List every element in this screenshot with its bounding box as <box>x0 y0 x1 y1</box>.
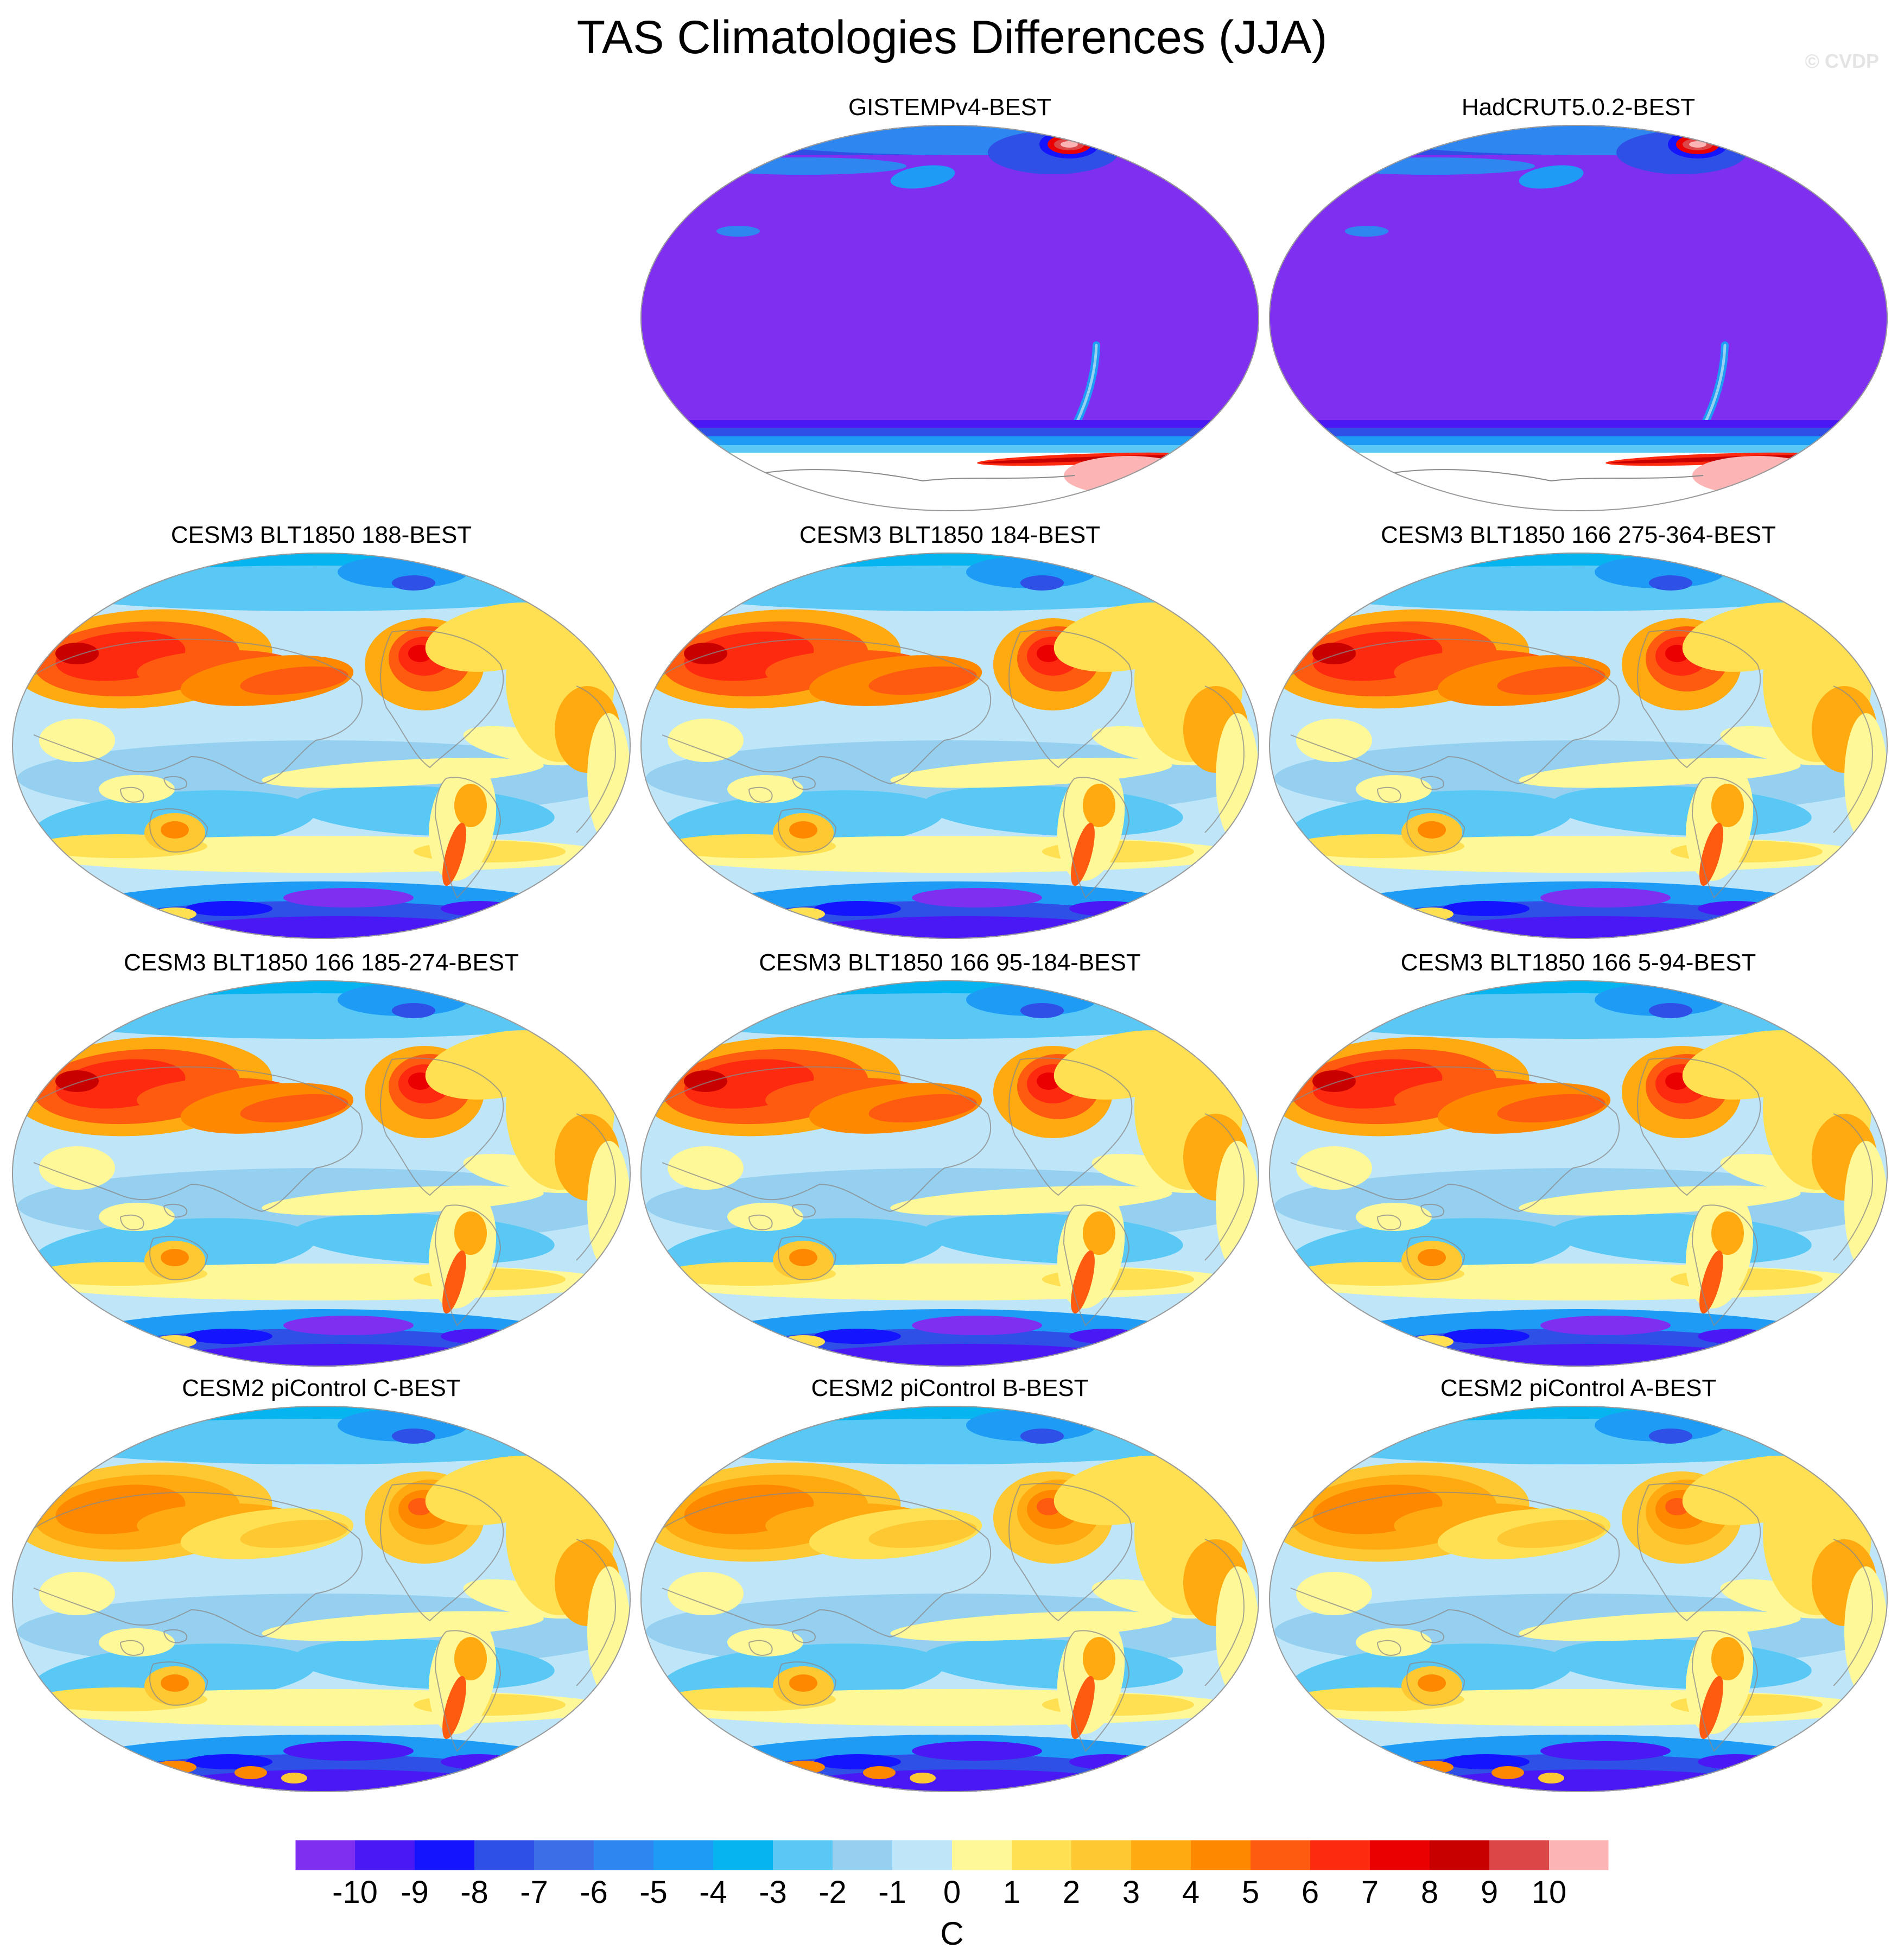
colorbar-tick-label: -1 <box>878 1875 906 1910</box>
map-panel-blt166-185-274: CESM3 BLT1850 166 185-274-BEST <box>12 949 631 1367</box>
colorbar-tick-label: -8 <box>460 1875 488 1910</box>
colorbar-swatch <box>474 1840 534 1870</box>
colorbar-swatch <box>594 1840 653 1870</box>
map <box>12 1406 631 1792</box>
colorbar-tick-label: 1 <box>1003 1875 1020 1910</box>
colorbar-swatch <box>713 1840 773 1870</box>
map <box>1269 1406 1888 1792</box>
colorbar-tick-label: 6 <box>1302 1875 1319 1910</box>
map <box>640 553 1259 939</box>
colorbar-swatch <box>415 1840 474 1870</box>
panel-title: CESM2 piControl B-BEST <box>811 1375 1089 1401</box>
colorbar-tick-label: -7 <box>520 1875 548 1910</box>
panel-title: CESM3 BLT1850 184-BEST <box>799 522 1101 548</box>
colorbar-swatch <box>952 1840 1012 1870</box>
panel-title: CESM2 piControl A-BEST <box>1440 1375 1717 1401</box>
colorbar-units: C <box>940 1915 964 1952</box>
map-panel-picontrol-c: CESM2 piControl C-BEST <box>12 1374 631 1792</box>
panel-title: HadCRUT5.0.2-BEST <box>1461 94 1696 120</box>
panel-title: CESM3 BLT1850 166 5-94-BEST <box>1400 949 1756 976</box>
colorbar-tick-label: 3 <box>1122 1875 1140 1910</box>
map <box>640 1406 1259 1792</box>
map-panel-blt166-5-94: CESM3 BLT1850 166 5-94-BEST <box>1269 949 1888 1367</box>
cvdp-watermark: © CVDP <box>1805 50 1879 72</box>
panel-title: CESM3 BLT1850 166 95-184-BEST <box>759 949 1141 976</box>
map-panel-blt166-95-184: CESM3 BLT1850 166 95-184-BEST <box>640 949 1259 1367</box>
colorbar: -10 -9 -8 -7 -6 -5 -4 -3 -2 -1 0 1 2 3 4 5 6 7 8 9 10 C <box>0 1829 1904 1954</box>
map-panel-hadcrut: HadCRUT5.0.2-BEST <box>1269 93 1888 511</box>
panel-title: CESM3 BLT1850 166 185-274-BEST <box>123 949 519 976</box>
colorbar-tick-label: -10 <box>332 1875 378 1910</box>
map-panel-gistemp: GISTEMPv4-BEST <box>640 93 1259 511</box>
map <box>640 980 1259 1367</box>
map <box>1269 125 1888 511</box>
colorbar-tick-label: -4 <box>699 1875 727 1910</box>
map <box>640 125 1259 511</box>
map-panel-blt166-275-364: CESM3 BLT1850 166 275-364-BEST <box>1269 521 1888 939</box>
map <box>1269 980 1888 1367</box>
colorbar-graphic: -10 -9 -8 -7 -6 -5 -4 -3 -2 -1 0 1 2 3 4 5 6 7 8 9 10 <box>295 1839 1609 1910</box>
colorbar-swatch <box>1071 1840 1131 1870</box>
colorbar-swatch <box>1012 1840 1071 1870</box>
colorbar-tick-label: 2 <box>1063 1875 1080 1910</box>
map-panel-picontrol-a: CESM2 piControl A-BEST <box>1269 1374 1888 1792</box>
colorbar-tick-label: 10 <box>1532 1875 1567 1910</box>
map-panel-blt188: CESM3 BLT1850 188-BEST <box>12 521 631 939</box>
colorbar-tick-label: -6 <box>580 1875 608 1910</box>
colorbar-tick-label: 9 <box>1481 1875 1498 1910</box>
colorbar-swatch <box>1370 1840 1430 1870</box>
panel-title: CESM3 BLT1850 166 275-364-BEST <box>1380 522 1776 548</box>
colorbar-tick-label: 0 <box>943 1875 961 1910</box>
colorbar-swatch <box>653 1840 713 1870</box>
colorbar-swatch <box>1310 1840 1370 1870</box>
colorbar-swatch <box>1191 1840 1251 1870</box>
colorbar-swatch <box>295 1840 355 1870</box>
colorbar-tick-label: -2 <box>818 1875 847 1910</box>
map <box>1269 553 1888 939</box>
figure-title: TAS Climatologies Differences (JJA) <box>576 11 1328 64</box>
panel-title: CESM2 piControl C-BEST <box>182 1375 461 1401</box>
colorbar-tick-label: 5 <box>1242 1875 1259 1910</box>
colorbar-tick-label: -3 <box>759 1875 787 1910</box>
panel-title: GISTEMPv4-BEST <box>848 94 1052 120</box>
colorbar-tick-label: 8 <box>1421 1875 1438 1910</box>
colorbar-swatch <box>1131 1840 1191 1870</box>
colorbar-tick-label: -5 <box>639 1875 668 1910</box>
colorbar-swatch <box>1251 1840 1310 1870</box>
colorbar-swatch <box>773 1840 833 1870</box>
map-panel-picontrol-b: CESM2 piControl B-BEST <box>640 1374 1259 1792</box>
colorbar-tick-label: -9 <box>401 1875 429 1910</box>
colorbar-swatch <box>892 1840 952 1870</box>
colorbar-swatch <box>1549 1840 1609 1870</box>
colorbar-swatch <box>534 1840 594 1870</box>
map <box>12 980 631 1367</box>
colorbar-swatch <box>1489 1840 1549 1870</box>
colorbar-swatch <box>1430 1840 1489 1870</box>
colorbar-swatch <box>833 1840 892 1870</box>
map <box>12 553 631 939</box>
map-panel-blt184: CESM3 BLT1850 184-BEST <box>640 521 1259 939</box>
colorbar-tick-label: 7 <box>1361 1875 1379 1910</box>
colorbar-swatch <box>355 1840 415 1870</box>
panel-title: CESM3 BLT1850 188-BEST <box>170 522 472 548</box>
colorbar-tick-label: 4 <box>1182 1875 1199 1910</box>
